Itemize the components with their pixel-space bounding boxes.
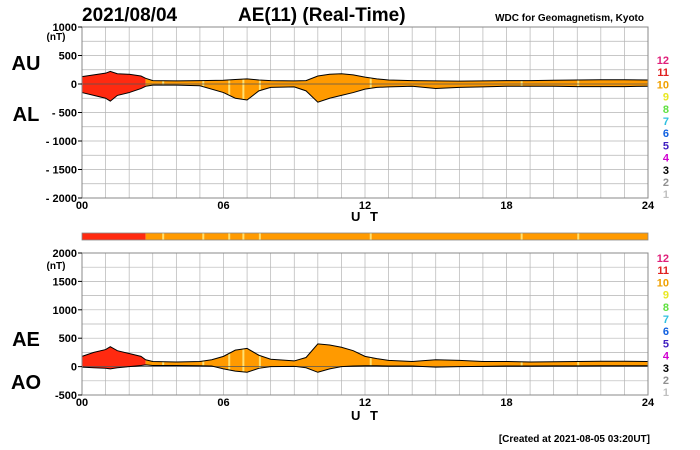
level-legend-item: 3 <box>663 165 669 177</box>
quiet-interval-mark <box>369 71 372 103</box>
x-tick-label: 18 <box>500 200 512 212</box>
level-legend-item: 4 <box>663 351 670 363</box>
y-tick-label: 1000 <box>53 22 77 34</box>
y-tick-label: - 1000 <box>46 136 77 148</box>
au-al-unit: (nT) <box>47 32 66 43</box>
x-tick-label: 00 <box>76 397 88 409</box>
level-legend-item: 12 <box>657 55 669 67</box>
y-tick-label: 500 <box>59 333 77 345</box>
index-title: AE(11) (Real-Time) <box>238 5 406 26</box>
quiet-interval-mark <box>369 343 372 373</box>
y-tick-label: 1500 <box>53 276 77 288</box>
quiet-interval-mark <box>242 343 245 373</box>
level-legend-item: 2 <box>663 177 669 189</box>
level-legend-item: 6 <box>663 128 669 140</box>
x-tick-label: 06 <box>217 397 229 409</box>
quiet-interval-mark <box>242 71 245 103</box>
y-tick-label: 2000 <box>53 248 77 260</box>
level-legend-item: 11 <box>657 67 669 79</box>
status-segment-level-11 <box>82 233 146 240</box>
al-series-line <box>81 84 649 103</box>
level-legend-item: 3 <box>663 363 669 375</box>
level-legend-item: 1 <box>663 189 669 201</box>
ae-ao-frame <box>81 252 649 396</box>
y-tick-label: 0 <box>71 362 77 374</box>
x-tick-label: 12 <box>359 200 371 212</box>
source-credit: WDC for Geomagnetism, Kyoto <box>495 13 644 24</box>
y-tick-label: 1000 <box>53 305 77 317</box>
ae-ao-x-axis-label: U T <box>351 408 381 423</box>
y-tick-label: - 500 <box>52 108 77 120</box>
level-legend-item: 5 <box>663 338 669 350</box>
level-legend-item: 7 <box>663 314 669 326</box>
level-legend-item: 12 <box>657 253 669 265</box>
level-legend-item: 9 <box>663 290 669 302</box>
y-tick-label: - 1500 <box>46 165 77 177</box>
level-legend-item: 8 <box>663 104 669 116</box>
x-tick-label: 06 <box>217 200 229 212</box>
level-legend-item: 4 <box>663 153 670 165</box>
x-tick-label: 18 <box>500 397 512 409</box>
status-segment-level-10 <box>145 233 649 240</box>
y-tick-label: - 2000 <box>46 193 77 205</box>
level-legend-item: 10 <box>657 79 669 91</box>
ae-ao-gridlines <box>82 253 648 395</box>
ae-label: AE <box>12 329 40 351</box>
x-tick-label: 00 <box>76 200 88 212</box>
ae-ao-x-ticks: 00 06 12 18 24 <box>76 397 655 409</box>
x-tick-label: 12 <box>359 397 371 409</box>
au-al-gridlines <box>82 27 648 198</box>
au-al-y-ticks: 1000 500 0 - 500 - 1000 - 1500 - 2000 <box>46 22 82 205</box>
level-legend-item: 11 <box>657 265 669 277</box>
ae-ao-unit: (nT) <box>47 261 66 272</box>
status-quiet-mark <box>228 233 231 240</box>
level-legend-item: 8 <box>663 302 669 314</box>
level-legend-item: 9 <box>663 92 669 104</box>
quiet-interval-mark <box>228 71 231 103</box>
status-quiet-mark <box>577 233 580 240</box>
quiet-interval-mark <box>258 71 261 103</box>
x-tick-label: 24 <box>642 200 655 212</box>
level-legend-item: 6 <box>663 326 669 338</box>
al-label: AL <box>13 104 40 126</box>
quiet-interval-mark <box>258 343 261 373</box>
status-bar-frame <box>81 232 649 241</box>
y-tick-label: -500 <box>55 390 77 402</box>
au-label: AU <box>12 53 41 75</box>
status-quiet-mark <box>242 233 245 240</box>
ae-series-line <box>81 343 649 363</box>
ao-series-line <box>81 364 648 373</box>
status-quiet-mark <box>202 233 205 240</box>
level-legend-item: 7 <box>663 116 669 128</box>
ao-label: AO <box>11 372 41 394</box>
level-legend-item: 5 <box>663 140 669 152</box>
activity-status-bar <box>81 232 649 241</box>
status-quiet-mark <box>162 233 165 240</box>
status-quiet-mark <box>520 233 523 240</box>
quiet-interval-mark <box>228 343 231 373</box>
date-title: 2021/08/04 <box>82 5 178 26</box>
x-tick-label: 24 <box>642 397 655 409</box>
y-tick-label: 0 <box>71 79 77 91</box>
level-legend-item: 1 <box>663 387 669 399</box>
au-al-x-axis-label: U T <box>351 209 381 224</box>
au-series-line <box>81 70 649 82</box>
au-al-x-ticks: 00 06 12 18 24 <box>76 200 655 212</box>
created-timestamp: [Created at 2021-08-05 03:20UT] <box>499 434 650 445</box>
level-legend-item: 2 <box>663 375 669 387</box>
level-legend-item: 10 <box>657 277 669 289</box>
y-tick-label: 500 <box>59 51 77 63</box>
ae-ao-y-ticks: 2000 1500 1000 500 0 -500 <box>53 248 82 402</box>
status-quiet-mark <box>369 233 372 240</box>
status-quiet-mark <box>258 233 261 240</box>
